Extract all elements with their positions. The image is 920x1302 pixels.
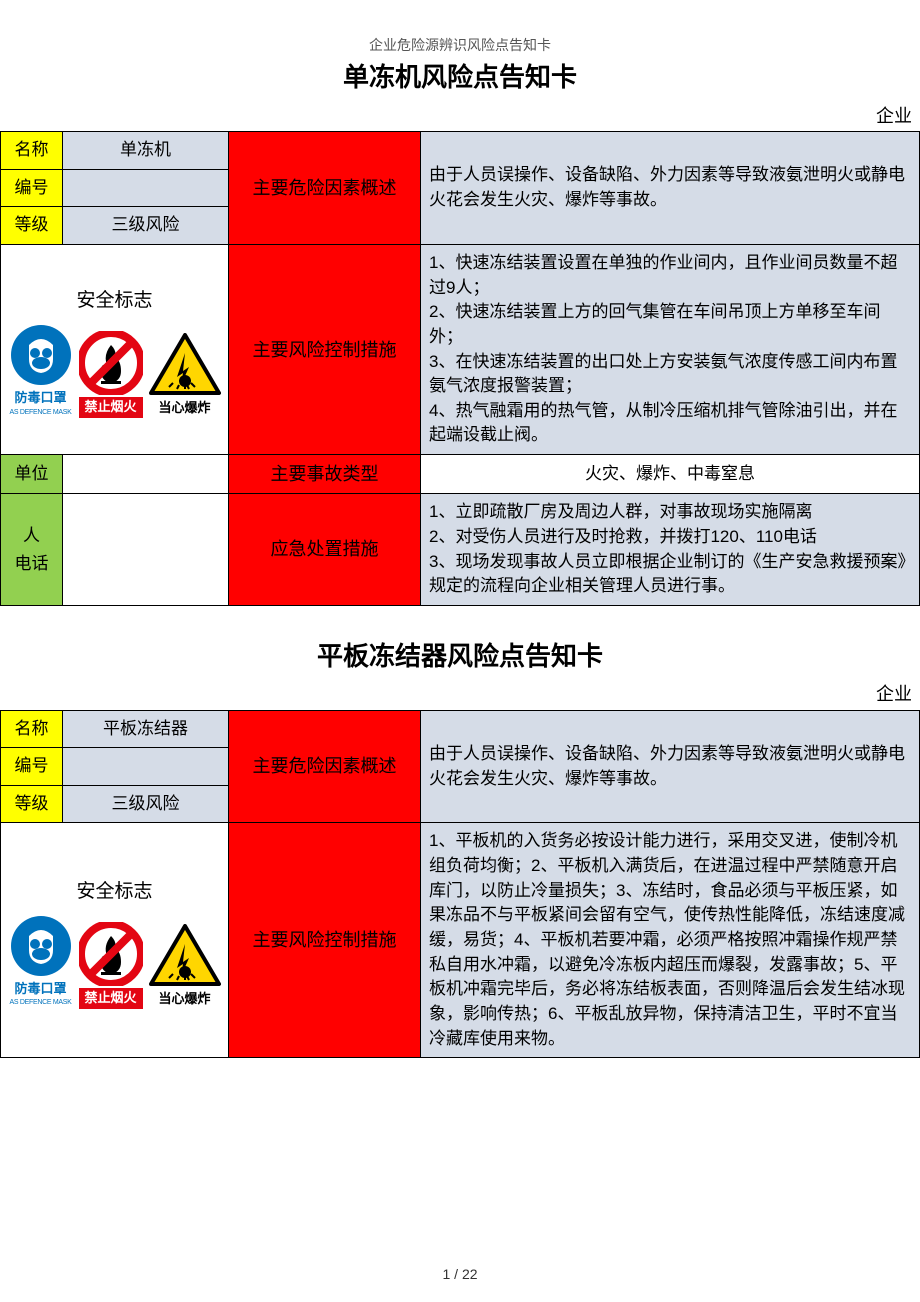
- signs-row-1: 防毒口罩 AS DEFENCE MASK 禁止烟火: [1, 910, 228, 1009]
- company-label-1: 企业: [0, 681, 920, 707]
- label-safety-signs: 安全标志: [1, 281, 228, 319]
- mask-caption: 防毒口罩: [9, 389, 73, 408]
- label-control-measures: 主要风险控制措施: [229, 245, 421, 455]
- mask-caption-1: 防毒口罩: [9, 980, 73, 999]
- card-1-level: 三级风险: [63, 785, 229, 823]
- explosion-caption: 当心爆炸: [149, 399, 221, 418]
- card-0-level: 三级风险: [63, 207, 229, 245]
- label-accident-types: 主要事故类型: [229, 455, 421, 494]
- card-0-table: 名称 单冻机 主要危险因素概述 由于人员误操作、设备缺陷、外力因素等导致液氨泄明…: [0, 131, 920, 606]
- label-id-1: 编号: [1, 748, 63, 786]
- card-0-name: 单冻机: [63, 132, 229, 170]
- label-control-measures-1: 主要风险控制措施: [229, 823, 421, 1058]
- label-level: 等级: [1, 207, 63, 245]
- mask-caption-en: AS DEFENCE MASK: [9, 408, 73, 418]
- safety-signs-cell-0: 安全标志 防毒口罩 AS DEFENCE MASK: [1, 245, 229, 455]
- card-0-person-phone: [63, 494, 229, 606]
- safety-signs-cell-1: 安全标志 防毒口罩 AS DEFENCE MASK: [1, 823, 229, 1058]
- page-root: 企业危险源辨识风险点告知卡 单冻机风险点告知卡 企业 名称 单冻机 主要危险因素…: [0, 0, 920, 1302]
- card-1-table: 名称 平板冻结器 主要危险因素概述 由于人员误操作、设备缺陷、外力因素等导致液氨…: [0, 710, 920, 1059]
- sign-mask: 防毒口罩 AS DEFENCE MASK: [9, 323, 73, 418]
- card-1-control-measures: 1、平板机的入货务必按设计能力进行，采用交叉进，使制冷机组负荷均衡；2、平板机入…: [421, 823, 920, 1058]
- sign-nofire: 禁止烟火: [79, 331, 143, 418]
- doc-header: 企业危险源辨识风险点告知卡: [0, 35, 920, 55]
- card-1-risk-factors: 由于人员误操作、设备缺陷、外力因素等导致液氨泄明火或静电火花会发生火灾、爆炸等事…: [421, 710, 920, 823]
- label-risk-factors: 主要危险因素概述: [229, 132, 421, 245]
- label-unit: 单位: [1, 455, 63, 494]
- card-1-id: [63, 748, 229, 786]
- explosion-caption-1: 当心爆炸: [149, 990, 221, 1009]
- card-0-unit: [63, 455, 229, 494]
- sign-mask-1: 防毒口罩 AS DEFENCE MASK: [9, 914, 73, 1009]
- sign-explosion-1: 当心爆炸: [149, 924, 221, 1009]
- label-risk-factors-1: 主要危险因素概述: [229, 710, 421, 823]
- card-0-risk-factors: 由于人员误操作、设备缺陷、外力因素等导致液氨泄明火或静电火花会发生火灾、爆炸等事…: [421, 132, 920, 245]
- signs-row-0: 防毒口罩 AS DEFENCE MASK 禁止烟火: [1, 319, 228, 418]
- sign-nofire-1: 禁止烟火: [79, 922, 143, 1009]
- card-1-title: 平板冻结器风险点告知卡: [0, 638, 920, 676]
- mask-icon: [9, 323, 73, 387]
- explosion-icon: [149, 924, 221, 988]
- label-name-1: 名称: [1, 710, 63, 748]
- mask-caption-en-1: AS DEFENCE MASK: [9, 998, 73, 1008]
- explosion-icon: [149, 333, 221, 397]
- label-level-1: 等级: [1, 785, 63, 823]
- card-0-title: 单冻机风险点告知卡: [0, 59, 920, 97]
- mask-icon: [9, 914, 73, 978]
- nofire-icon: [79, 331, 143, 395]
- card-0-id: [63, 169, 229, 207]
- label-safety-signs-1: 安全标志: [1, 872, 228, 910]
- card-0-control-measures: 1、快速冻结装置设置在单独的作业间内，且作业间员数量不超过9人； 2、快速冻结装…: [421, 245, 920, 455]
- card-0-accident-types: 火灾、爆炸、中毒窒息: [421, 455, 920, 494]
- nofire-caption: 禁止烟火: [79, 397, 143, 418]
- label-person-phone: 人 电话: [1, 494, 63, 606]
- label-id: 编号: [1, 169, 63, 207]
- company-label-0: 企业: [0, 103, 920, 129]
- nofire-caption-1: 禁止烟火: [79, 988, 143, 1009]
- nofire-icon: [79, 922, 143, 986]
- label-name: 名称: [1, 132, 63, 170]
- label-emergency: 应急处置措施: [229, 494, 421, 606]
- sign-explosion: 当心爆炸: [149, 333, 221, 418]
- card-0-emergency: 1、立即疏散厂房及周边人群，对事故现场实施隔离 2、对受伤人员进行及时抢救，并拨…: [421, 494, 920, 606]
- card-1-name: 平板冻结器: [63, 710, 229, 748]
- page-footer: 1 / 22: [0, 1264, 920, 1284]
